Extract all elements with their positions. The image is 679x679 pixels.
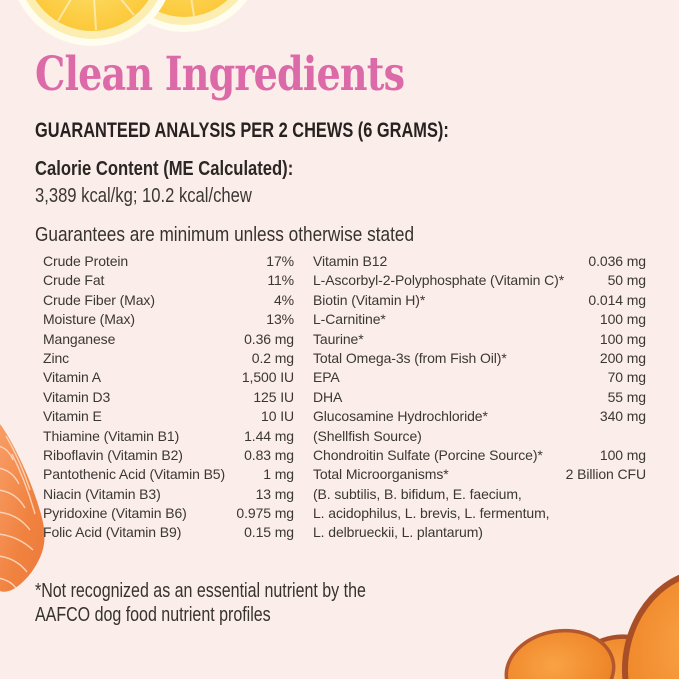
nutrient-value: 1,500 IU	[241, 369, 294, 386]
nutrient-value: 0.036 mg	[588, 253, 646, 269]
nutrient-value: 0.15 mg	[244, 524, 294, 541]
table-row: Total Microorganisms* 2 Billion CFU	[313, 466, 646, 485]
calorie-content-heading: Calorie Content (ME Calculated):	[35, 158, 294, 180]
nutrient-label: Niacin (Vitamin B3)	[43, 485, 161, 502]
nutrient-label: Taurine*	[313, 330, 364, 347]
table-row: Biotin (Vitamin H)* 0.014 mg	[313, 292, 646, 311]
nutrient-value: 200 mg	[599, 349, 646, 366]
nutrient-label: Zinc	[43, 349, 70, 366]
nutrient-label: L-Carnitine*	[313, 311, 386, 328]
table-row: (Shellfish Source)	[313, 428, 646, 447]
nutrient-label: Crude Fiber (Max)	[43, 291, 155, 308]
nutrient-label: Pantothenic Acid (Vitamin B5)	[43, 466, 226, 483]
nutrient-label: Vitamin E	[43, 408, 102, 425]
table-row: L. acidophilus, L. brevis, L. fermentum,	[313, 505, 646, 524]
guaranteed-analysis-heading: GUARANTEED ANALYSIS PER 2 CHEWS (6 GRAMS…	[35, 119, 449, 142]
table-row: DHA 55 mg	[313, 389, 646, 408]
table-row: L-Ascorbyl-2-Polyphosphate (Vitamin C)* 5…	[313, 272, 646, 291]
table-row: (B. subtilis, B. bifidum, E. faecium,	[313, 486, 646, 505]
nutrient-label: Crude Fat	[43, 272, 105, 289]
nutrient-label: L. delbrueckii, L. plantarum)	[313, 524, 483, 541]
nutrient-label: DHA	[313, 388, 343, 405]
nutrient-value: 0.014 mg	[588, 291, 646, 308]
nutrient-label: Moisture (Max)	[43, 311, 135, 328]
analysis-column-left: Crude Protein 17% Crude Fat 11% Crude Fiber …	[43, 253, 294, 544]
table-row: Chondroitin Sulfate (Porcine Source)* 100…	[313, 447, 646, 466]
nutrient-value: 13%	[266, 311, 294, 328]
table-row: Glucosamine Hydrochloride* 340 mg	[313, 408, 646, 427]
table-row: Moisture (Max) 13%	[43, 311, 294, 330]
nutrient-value: 100 mg	[599, 330, 646, 347]
nutrient-label: EPA	[313, 369, 340, 386]
nutrient-value: 340 mg	[599, 408, 646, 425]
nutrient-value: 100 mg	[599, 446, 646, 463]
table-row: Crude Fiber (Max) 4%	[43, 292, 294, 311]
table-row: Vitamin D3 125 IU	[43, 389, 294, 408]
table-row: Vitamin A 1,500 IU	[43, 369, 294, 388]
table-row: Pantothenic Acid (Vitamin B5) 1 mg	[43, 466, 294, 485]
table-row: Manganese 0.36 mg	[43, 331, 294, 350]
table-row: Riboflavin (Vitamin B2) 0.83 mg	[43, 447, 294, 466]
nutrient-value: 13 mg	[255, 485, 295, 502]
nutrient-value: 0.83 mg	[244, 446, 294, 463]
nutrient-label: Manganese	[43, 330, 116, 347]
nutrient-value: 1 mg	[263, 466, 294, 483]
table-row: L. delbrueckii, L. plantarum)	[313, 524, 646, 543]
nutrient-label: L. acidophilus, L. brevis, L. fermentum,	[313, 505, 550, 522]
nutrient-value: 4%	[273, 291, 294, 308]
table-row: Taurine* 100 mg	[313, 331, 646, 350]
nutrient-value: 1.44 mg	[244, 427, 294, 444]
table-row: Folic Acid (Vitamin B9) 0.15 mg	[43, 524, 294, 543]
table-row: L-Carnitine* 100 mg	[313, 311, 646, 330]
nutrient-label: Vitamin D3	[43, 388, 111, 405]
nutrient-value: 50 mg	[607, 272, 647, 289]
page-title: Clean Ingredients	[35, 47, 405, 102]
nutrient-value: 0.2 mg	[251, 349, 294, 366]
table-row: Thiamine (Vitamin B1) 1.44 mg	[43, 428, 294, 447]
nutrient-label: Vitamin B12	[313, 253, 388, 269]
nutrient-value: 11%	[267, 272, 294, 289]
nutrient-label: Vitamin A	[43, 369, 101, 386]
nutrient-label: Biotin (Vitamin H)*	[313, 291, 426, 308]
nutrient-value: 2 Billion CFU	[565, 466, 646, 483]
nutrient-label: (B. subtilis, B. bifidum, E. faecium,	[313, 485, 522, 502]
table-row: Pyridoxine (Vitamin B6) 0.975 mg	[43, 505, 294, 524]
nutrient-value: 10 IU	[261, 408, 294, 425]
nutrient-label: Glucosamine Hydrochloride*	[313, 408, 488, 425]
table-row: Zinc 0.2 mg	[43, 350, 294, 369]
table-row: Total Omega-3s (from Fish Oil)* 200 mg	[313, 350, 646, 369]
calorie-content-value: 3,389 kcal/kg; 10.2 kcal/chew	[35, 185, 252, 207]
nutrient-value: 70 mg	[607, 369, 647, 386]
guarantee-note: Guarantees are minimum unless otherwise …	[35, 223, 415, 246]
nutrient-label: (Shellfish Source)	[313, 427, 422, 444]
table-row: Vitamin E 10 IU	[43, 408, 294, 427]
analysis-column-right: Vitamin B12 0.036 mg L-Ascorbyl-2-Polyphos…	[313, 253, 646, 544]
table-row: Crude Protein 17%	[43, 253, 294, 272]
nutrient-label: L-Ascorbyl-2-Polyphosphate (Vitamin C)*	[313, 272, 565, 289]
aafco-footnote: *Not recognized as an essential nutrient…	[35, 580, 366, 626]
nutrient-value: 0.36 mg	[244, 330, 294, 347]
nutrient-value: 17%	[266, 253, 294, 269]
nutrient-value: 100 mg	[599, 311, 646, 328]
table-row: Vitamin B12 0.036 mg	[313, 253, 646, 272]
nutrient-value: 55 mg	[607, 388, 647, 405]
table-row: Crude Fat 11%	[43, 272, 294, 291]
nutrient-label: Pyridoxine (Vitamin B6)	[43, 505, 187, 522]
nutrient-label: Total Microorganisms*	[313, 466, 449, 483]
nutrient-value: 125 IU	[253, 388, 294, 405]
table-row: EPA 70 mg	[313, 369, 646, 388]
table-row: Niacin (Vitamin B3) 13 mg	[43, 486, 294, 505]
nutrient-label: Riboflavin (Vitamin B2)	[43, 446, 183, 463]
nutrient-label: Folic Acid (Vitamin B9)	[43, 524, 182, 541]
nutrient-label: Chondroitin Sulfate (Porcine Source)*	[313, 446, 543, 463]
nutrient-label: Thiamine (Vitamin B1)	[43, 427, 180, 444]
nutrient-value: 0.975 mg	[236, 505, 294, 522]
sweet-potato-slices-image	[504, 568, 679, 679]
nutrient-label: Total Omega-3s (from Fish Oil)*	[313, 349, 507, 366]
nutrient-label: Crude Protein	[43, 253, 129, 269]
